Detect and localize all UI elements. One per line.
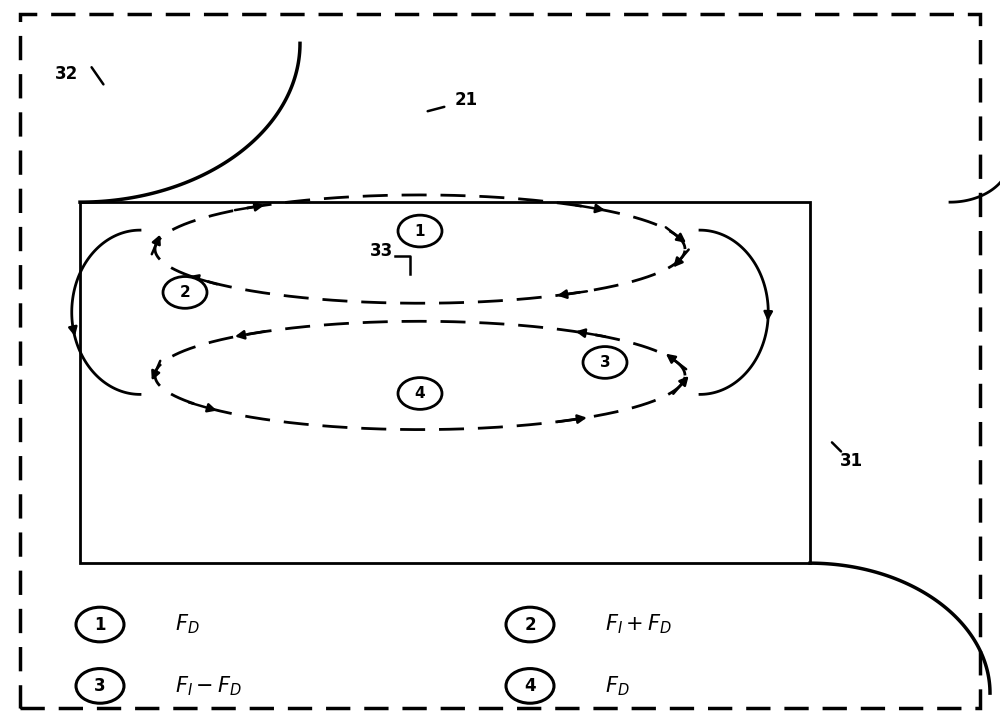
Circle shape	[583, 347, 627, 378]
Circle shape	[398, 215, 442, 247]
Text: 2: 2	[524, 616, 536, 633]
Text: 1: 1	[94, 616, 106, 633]
Text: $F_D$: $F_D$	[175, 613, 200, 636]
Circle shape	[76, 607, 124, 642]
Text: 4: 4	[415, 386, 425, 401]
Text: 3: 3	[94, 677, 106, 695]
Text: $F_I+F_D$: $F_I+F_D$	[605, 613, 672, 636]
Circle shape	[163, 277, 207, 308]
Text: 2: 2	[180, 285, 190, 300]
Circle shape	[506, 607, 554, 642]
Bar	[80, 202, 810, 563]
Circle shape	[506, 669, 554, 703]
Text: 4: 4	[524, 677, 536, 695]
Text: 21: 21	[455, 91, 478, 109]
Text: $F_D$: $F_D$	[605, 674, 630, 697]
Circle shape	[398, 378, 442, 409]
Text: $F_I-F_D$: $F_I-F_D$	[175, 674, 242, 697]
Text: 33: 33	[370, 243, 393, 261]
Circle shape	[76, 669, 124, 703]
Text: 1: 1	[415, 224, 425, 238]
Text: 32: 32	[55, 66, 78, 84]
Text: 3: 3	[600, 355, 610, 370]
Text: 31: 31	[840, 452, 863, 470]
